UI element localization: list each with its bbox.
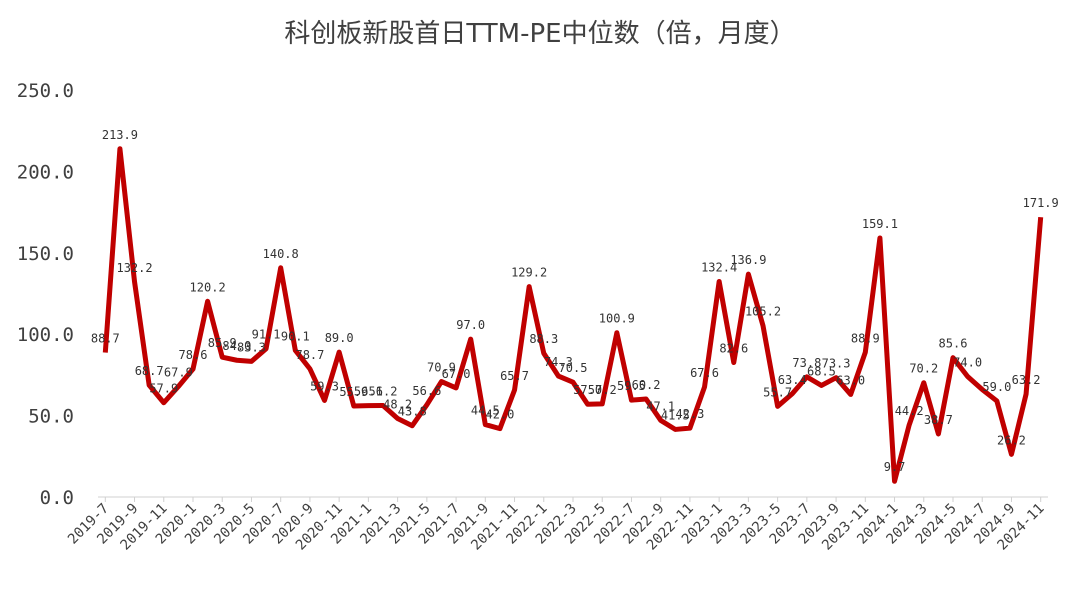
value-label: 56.2 bbox=[369, 385, 398, 399]
value-label: 88.3 bbox=[529, 332, 558, 346]
value-label: 129.2 bbox=[511, 266, 547, 280]
value-label: 67.0 bbox=[442, 367, 471, 381]
value-label: 59.3 bbox=[310, 379, 339, 393]
value-label: 67.9 bbox=[164, 365, 193, 379]
value-label: 63.0 bbox=[836, 373, 865, 387]
value-label: 59.5 bbox=[617, 379, 646, 393]
value-label: 68.5 bbox=[807, 364, 836, 378]
value-label: 159.1 bbox=[862, 217, 898, 231]
value-label: 43.8 bbox=[398, 405, 427, 419]
value-label: 88.7 bbox=[91, 332, 120, 346]
value-label: 90.1 bbox=[281, 329, 310, 343]
value-label: 84.0 bbox=[222, 339, 251, 353]
value-label: 55.9 bbox=[339, 385, 368, 399]
value-label: 171.9 bbox=[1023, 196, 1059, 210]
value-label: 70.2 bbox=[909, 362, 938, 376]
value-label: 57.9 bbox=[149, 382, 178, 396]
y-tick-label: 250.0 bbox=[17, 80, 74, 102]
value-label: 56.1 bbox=[354, 385, 383, 399]
value-label: 44.5 bbox=[471, 404, 500, 418]
value-label: 140.8 bbox=[263, 247, 299, 261]
value-label: 91.1 bbox=[252, 328, 281, 342]
value-label: 73.3 bbox=[822, 357, 851, 371]
value-label: 105.2 bbox=[745, 305, 781, 319]
data-line bbox=[102, 146, 1044, 484]
value-label: 132.2 bbox=[116, 261, 152, 275]
value-label: 70.5 bbox=[559, 361, 588, 375]
value-label: 57.2 bbox=[588, 383, 617, 397]
value-label: 89.0 bbox=[325, 331, 354, 345]
value-label: 63.2 bbox=[1012, 373, 1041, 387]
value-label: 100.9 bbox=[599, 312, 635, 326]
value-label: 73.8 bbox=[792, 356, 821, 370]
value-label: 213.9 bbox=[102, 128, 138, 142]
value-label: 85.9 bbox=[208, 336, 237, 350]
value-label: 70.9 bbox=[427, 361, 456, 375]
value-label: 26.2 bbox=[997, 433, 1026, 447]
value-label: 74.3 bbox=[544, 355, 573, 369]
value-label: 47.1 bbox=[646, 399, 675, 413]
y-tick-label: 0.0 bbox=[40, 487, 74, 509]
value-label: 65.7 bbox=[500, 369, 529, 383]
value-label: 88.9 bbox=[851, 331, 880, 345]
value-label: 120.2 bbox=[190, 280, 226, 294]
y-tick-label: 50.0 bbox=[28, 406, 74, 428]
value-label: 38.7 bbox=[924, 413, 953, 427]
value-label: 60.2 bbox=[632, 378, 661, 392]
y-tick-label: 150.0 bbox=[17, 243, 74, 265]
value-label: 83.3 bbox=[237, 340, 266, 354]
value-label: 59.0 bbox=[982, 380, 1011, 394]
value-label: 42.3 bbox=[675, 407, 704, 421]
value-label: 63.4 bbox=[778, 373, 807, 387]
value-label: 42.0 bbox=[485, 408, 514, 422]
value-label: 55.7 bbox=[763, 385, 792, 399]
value-label: 85.6 bbox=[939, 337, 968, 351]
value-label: 78.6 bbox=[179, 348, 208, 362]
value-label: 132.4 bbox=[701, 260, 737, 274]
chart-title: 科创板新股首日TTM-PE中位数（倍，月度） bbox=[284, 19, 795, 49]
y-tick-label: 100.0 bbox=[17, 324, 74, 346]
value-label: 41.5 bbox=[661, 408, 690, 422]
value-label: 78.7 bbox=[295, 348, 324, 362]
value-label: 57.0 bbox=[573, 383, 602, 397]
value-label: 48.2 bbox=[383, 398, 412, 412]
value-label: 56.6 bbox=[412, 384, 441, 398]
value-label: 68.7 bbox=[135, 364, 164, 378]
value-label: 97.0 bbox=[456, 318, 485, 332]
y-tick-label: 200.0 bbox=[17, 161, 74, 183]
value-label: 44.2 bbox=[895, 404, 924, 418]
value-label: 9.7 bbox=[884, 460, 906, 474]
value-label: 136.9 bbox=[730, 253, 766, 267]
value-label: 67.6 bbox=[690, 366, 719, 380]
value-label: 74.0 bbox=[953, 356, 982, 370]
value-label: 82.6 bbox=[719, 342, 748, 356]
